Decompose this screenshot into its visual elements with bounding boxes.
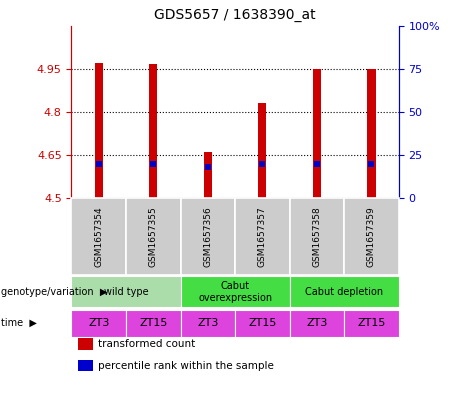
Title: GDS5657 / 1638390_at: GDS5657 / 1638390_at — [154, 8, 316, 22]
Bar — [181, 310, 235, 337]
Bar — [235, 310, 290, 337]
Text: ZT3: ZT3 — [88, 318, 109, 328]
Text: ZT3: ZT3 — [306, 318, 328, 328]
Bar — [95, 63, 103, 198]
Text: ZT15: ZT15 — [248, 318, 277, 328]
Bar — [204, 152, 212, 198]
Bar — [78, 360, 93, 371]
Text: GSM1657356: GSM1657356 — [203, 206, 213, 267]
Bar — [313, 69, 321, 198]
Bar — [181, 276, 290, 307]
Bar — [290, 276, 399, 307]
Text: GSM1657354: GSM1657354 — [94, 206, 103, 267]
Text: Cabut depletion: Cabut depletion — [305, 287, 383, 297]
Text: GSM1657355: GSM1657355 — [149, 206, 158, 267]
Text: GSM1657357: GSM1657357 — [258, 206, 267, 267]
Bar — [126, 198, 181, 275]
Text: wild type: wild type — [104, 287, 148, 297]
Text: time  ▶: time ▶ — [1, 318, 37, 328]
Text: genotype/variation  ▶: genotype/variation ▶ — [1, 287, 107, 297]
Bar — [126, 310, 181, 337]
Bar — [290, 198, 344, 275]
Bar — [235, 198, 290, 275]
Bar — [258, 103, 266, 198]
Text: ZT15: ZT15 — [139, 318, 167, 328]
Text: ZT3: ZT3 — [197, 318, 219, 328]
Text: ZT15: ZT15 — [357, 318, 386, 328]
Bar — [181, 198, 235, 275]
Bar — [71, 310, 126, 337]
Bar — [71, 276, 181, 307]
Bar — [290, 310, 344, 337]
Bar — [71, 198, 126, 275]
Bar — [344, 198, 399, 275]
Bar — [78, 338, 93, 350]
Bar — [344, 310, 399, 337]
Bar — [367, 69, 376, 198]
Bar — [149, 64, 157, 198]
Text: GSM1657358: GSM1657358 — [313, 206, 321, 267]
Text: percentile rank within the sample: percentile rank within the sample — [98, 360, 273, 371]
Text: Cabut
overexpression: Cabut overexpression — [198, 281, 272, 303]
Text: GSM1657359: GSM1657359 — [367, 206, 376, 267]
Text: transformed count: transformed count — [98, 339, 195, 349]
